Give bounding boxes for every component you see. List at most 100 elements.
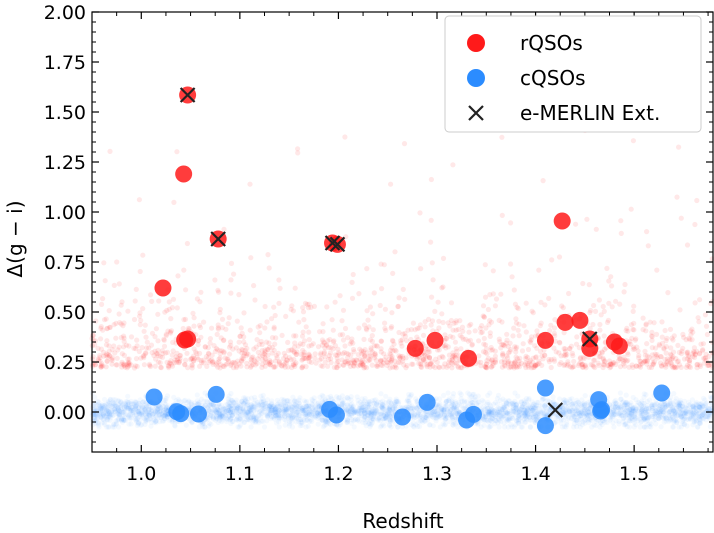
bg-cqso-point xyxy=(281,398,287,404)
bg-cqso-point xyxy=(646,414,652,420)
bg-rqso-point xyxy=(478,363,484,369)
bg-cqso-point xyxy=(115,402,121,408)
bg-cqso-point xyxy=(244,399,251,405)
bg-cqso-point xyxy=(617,390,624,396)
bg-cqso-point xyxy=(376,411,382,417)
bg-rqso-point xyxy=(264,319,270,325)
bg-cqso-point xyxy=(652,410,658,417)
bg-cqso-point xyxy=(695,424,701,430)
bg-cqso-point xyxy=(362,414,368,420)
bg-cqso-point xyxy=(158,405,164,411)
bg-cqso-point xyxy=(437,396,443,402)
bg-rqso-point xyxy=(511,287,517,293)
bg-rqso-point xyxy=(605,317,612,323)
bg-rqso-point xyxy=(662,327,668,334)
bg-cqso-point xyxy=(441,412,448,418)
bg-cqso-point xyxy=(112,403,118,409)
bg-rqso-point xyxy=(312,351,318,357)
bg-rqso-point xyxy=(170,296,177,302)
bg-cqso-point xyxy=(541,412,547,418)
bg-rqso-point xyxy=(701,360,707,366)
bg-rqso-point xyxy=(144,345,150,351)
bg-cqso-point xyxy=(125,393,131,399)
bg-cqso-point xyxy=(310,407,316,413)
bg-cqso-point xyxy=(103,401,109,407)
bg-rqso-point xyxy=(432,308,438,314)
bg-cqso-point xyxy=(673,408,679,414)
bg-cqso-point xyxy=(450,405,456,411)
bg-cqso-point xyxy=(207,412,213,419)
bg-cqso-point xyxy=(118,417,125,423)
bg-rqso-point xyxy=(674,194,680,200)
bg-cqso-point xyxy=(229,398,235,404)
bg-rqso-point xyxy=(609,362,615,368)
bg-cqso-point xyxy=(341,402,347,408)
bg-cqso-point xyxy=(390,406,396,412)
bg-cqso-point xyxy=(236,406,242,412)
bg-rqso-point xyxy=(271,304,277,310)
bg-rqso-point xyxy=(604,265,610,271)
bg-cqso-point xyxy=(495,401,501,407)
bg-cqso-point xyxy=(688,409,695,415)
bg-cqso-point xyxy=(618,396,624,402)
bg-cqso-point xyxy=(346,411,352,417)
bg-rqso-point xyxy=(428,176,434,183)
bg-cqso-point xyxy=(617,403,623,409)
bg-cqso-point xyxy=(366,404,372,410)
bg-cqso-point xyxy=(440,421,446,427)
bg-cqso-point xyxy=(653,405,659,411)
bg-cqso-point xyxy=(163,405,170,411)
bg-cqso-point xyxy=(163,406,169,413)
bg-rqso-point xyxy=(297,341,304,347)
bg-cqso-point xyxy=(115,398,121,404)
bg-cqso-point xyxy=(142,407,149,413)
bg-rqso-point xyxy=(281,350,287,356)
bg-cqso-point xyxy=(242,419,248,425)
bg-cqso-point xyxy=(656,406,662,412)
bg-cqso-point xyxy=(358,413,364,419)
bg-cqso-point xyxy=(637,424,643,430)
bg-cqso-point xyxy=(531,417,537,424)
bg-cqso-point xyxy=(629,406,635,412)
bg-cqso-point xyxy=(133,403,139,409)
bg-cqso-point xyxy=(651,412,658,418)
bg-cqso-point xyxy=(364,408,370,415)
bg-cqso-point xyxy=(504,410,510,416)
bg-cqso-point xyxy=(128,400,134,407)
bg-cqso-point xyxy=(691,407,697,413)
bg-cqso-point xyxy=(161,410,167,416)
bg-cqso-point xyxy=(621,422,627,428)
bg-cqso-point xyxy=(371,400,377,406)
bg-rqso-point xyxy=(374,343,380,349)
bg-cqso-point xyxy=(359,396,365,402)
bg-cqso-point xyxy=(453,407,460,413)
bg-cqso-point xyxy=(154,409,160,415)
bg-cqso-point xyxy=(697,417,703,423)
bg-cqso-point xyxy=(627,415,634,421)
bg-cqso-point xyxy=(522,405,528,411)
bg-cqso-point xyxy=(248,404,254,410)
bg-cqso-point xyxy=(376,415,382,421)
bg-cqso-point xyxy=(627,411,633,417)
bg-cqso-point xyxy=(409,405,415,411)
bg-cqso-point xyxy=(674,420,680,426)
bg-rqso-point xyxy=(703,323,710,329)
bg-cqso-point xyxy=(231,399,237,406)
bg-cqso-point xyxy=(583,407,589,413)
bg-cqso-point xyxy=(379,404,385,410)
bg-rqso-point xyxy=(584,216,590,222)
bg-rqso-point xyxy=(618,230,624,236)
bg-cqso-point xyxy=(511,409,517,415)
bg-cqso-point xyxy=(641,391,647,397)
bg-rqso-point xyxy=(266,265,272,271)
bg-cqso-point xyxy=(289,408,296,414)
bg-rqso-point xyxy=(630,326,636,333)
bg-cqso-point xyxy=(265,402,271,408)
bg-cqso-point xyxy=(362,420,368,426)
bg-cqso-point xyxy=(535,413,541,419)
bg-cqso-point xyxy=(471,391,477,397)
bg-cqso-point xyxy=(614,408,620,414)
bg-cqso-point xyxy=(99,420,105,426)
bg-rqso-point xyxy=(507,340,513,346)
bg-cqso-point xyxy=(361,412,368,418)
